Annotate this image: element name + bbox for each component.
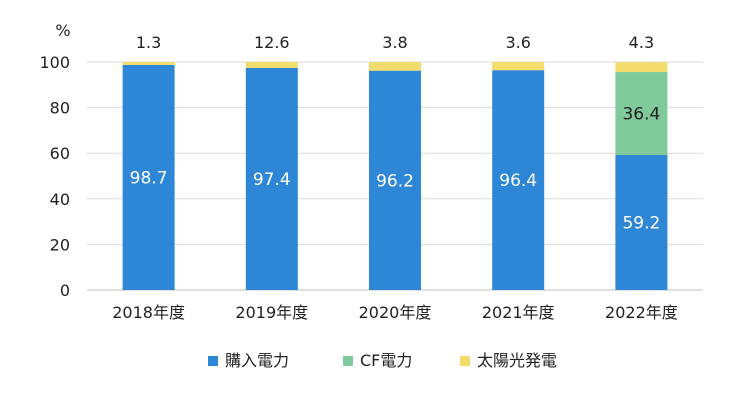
bar-segment <box>492 70 545 290</box>
data-label: 98.7 <box>130 168 168 188</box>
legend-item: 太陽光発電 <box>460 351 557 370</box>
legend-swatch <box>343 356 353 366</box>
legend-item: CF電力 <box>343 351 412 370</box>
y-tick-label: 80 <box>50 99 70 118</box>
data-label: 36.4 <box>622 105 660 125</box>
data-label: 59.2 <box>622 214 660 234</box>
bar-segment <box>615 72 668 156</box>
bar-group-4: 59.2 36.4 4.3 <box>615 33 668 290</box>
top-data-label: 3.6 <box>505 33 530 52</box>
data-label: 96.4 <box>499 171 537 191</box>
legend: 購入電力 CF電力 太陽光発電 <box>208 351 557 370</box>
top-data-label: 3.8 <box>382 33 407 52</box>
bar-group-3: 96.4 3.6 <box>492 33 545 290</box>
y-tick-label: 100 <box>39 53 70 72</box>
x-axis: 2018年度 2019年度 2020年度 2021年度 2022年度 <box>112 303 678 322</box>
x-tick-label: 2019年度 <box>235 303 308 322</box>
bar-segment <box>615 62 668 73</box>
bar-segment <box>245 67 298 290</box>
legend-swatch <box>460 356 470 366</box>
bar-segment <box>369 62 421 71</box>
y-axis-unit-label: % <box>55 21 70 40</box>
y-tick-label: 40 <box>50 190 70 209</box>
top-data-label: 12.6 <box>254 33 290 52</box>
bar-segment <box>492 62 545 71</box>
legend-item: 購入電力 <box>208 351 289 370</box>
x-tick-label: 2020年度 <box>359 303 432 322</box>
x-tick-label: 2022年度 <box>605 303 678 322</box>
bar-group-1: 97.4 12.6 <box>245 33 298 290</box>
x-tick-label: 2021年度 <box>482 303 555 322</box>
top-data-label: 1.3 <box>136 33 161 52</box>
y-tick-label: 20 <box>50 235 70 254</box>
legend-label: 購入電力 <box>225 351 289 370</box>
bar-group-2: 96.2 3.8 <box>369 33 421 290</box>
y-tick-label: 60 <box>50 144 70 163</box>
data-label: 97.4 <box>253 170 291 190</box>
bar-segment <box>369 70 421 290</box>
bar-segment <box>122 62 175 65</box>
bars: 98.7 1.3 97.4 12.6 96.2 3.8 96.4 3.6 59.2 36.4 4.3 <box>122 33 668 291</box>
y-axis: 0 20 40 60 80 100 <box>39 53 70 300</box>
y-tick-label: 0 <box>60 281 70 300</box>
top-data-label: 4.3 <box>629 33 654 52</box>
bar-segment <box>122 64 175 291</box>
bar-segment <box>615 155 668 290</box>
legend-label: CF電力 <box>360 351 412 370</box>
bar-group-0: 98.7 1.3 <box>122 33 175 291</box>
legend-label: 太陽光発電 <box>477 351 557 370</box>
bar-segment <box>245 62 298 68</box>
legend-swatch <box>208 356 218 366</box>
x-tick-label: 2018年度 <box>112 303 185 322</box>
data-label: 96.2 <box>376 171 414 191</box>
